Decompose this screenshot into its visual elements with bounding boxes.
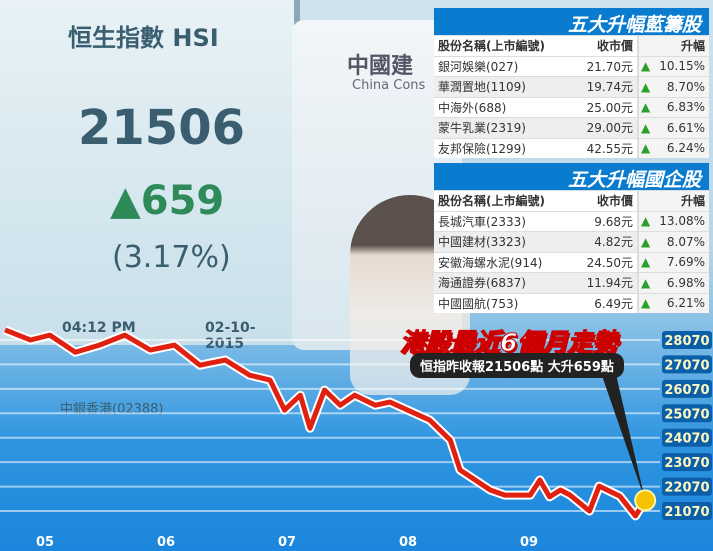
y-tick-label: 26070 (664, 383, 709, 398)
table-row: 友邦保險(1299) 42.55元 ▲ 6.24% (434, 137, 709, 158)
up-triangle-icon: ▲ (641, 296, 651, 311)
y-tick-bg (662, 453, 712, 472)
x-tick-label: 09 (520, 535, 538, 550)
gain-pct: 6.61% (666, 120, 705, 135)
y-tick-label: 28070 (664, 334, 709, 349)
y-tick-label: 27070 (664, 358, 709, 373)
y-tick-label: 24070 (664, 432, 709, 447)
up-triangle-icon: ▲ (641, 214, 651, 229)
bluechip-table: 五大升幅藍籌股 股份名稱(上市編號) 收市價 升幅 銀河娛樂(027) 21.70元… (434, 8, 709, 158)
hshares-table: 五大升幅國企股 股份名稱(上市編號) 收市價 升幅 長城汽車(2333) 9.68元… (434, 163, 709, 313)
close-price: 29.00元 (586, 121, 633, 136)
table-row: 華潤置地(1109) 19.74元 ▲ 8.70% (434, 76, 709, 97)
table-row: 安徽海螺水泥(914) 24.50元 ▲ 7.69% (434, 251, 709, 272)
close-price: 42.55元 (586, 141, 633, 156)
stock-name: 中國國航(753) (438, 296, 519, 311)
stock-name: 安徽海螺水泥(914) (438, 255, 543, 270)
photo-bank-en: China Cons (352, 78, 426, 93)
up-triangle-icon: ▲ (641, 141, 651, 156)
up-triangle-icon: ▲ (641, 120, 651, 135)
latest-point-marker (634, 489, 657, 512)
stock-name: 海通證券(6837) (438, 276, 526, 291)
y-tick-label: 23070 (664, 456, 709, 471)
close-price: 24.50元 (586, 255, 633, 270)
photo-change: ▲659 (110, 178, 225, 224)
up-triangle-icon: ▲ (641, 275, 651, 290)
stock-name: 銀河娛樂(027) (438, 59, 519, 74)
close-price: 4.82元 (594, 235, 633, 250)
bluechip-title: 五大升幅藍籌股 (434, 8, 709, 36)
gain-pct: 7.69% (666, 255, 705, 270)
column-header: 收市價 (596, 39, 633, 54)
callout-pointer (600, 370, 646, 501)
photo-bank: 中國建 (347, 54, 414, 79)
stock-name: 華潤置地(1109) (438, 80, 526, 95)
up-triangle-icon: ▲ (641, 234, 651, 249)
y-tick-bg (662, 477, 712, 496)
close-price: 11.94元 (586, 276, 633, 291)
photo-index-value: 21506 (78, 100, 245, 156)
table-row: 海通證券(6837) 11.94元 ▲ 6.98% (434, 272, 709, 293)
close-price: 25.00元 (586, 100, 633, 115)
close-price: 6.49元 (594, 296, 633, 311)
photo-time: 04:12 PM (62, 320, 136, 336)
table-row: 銀河娛樂(027) 21.70元 ▲ 10.15% (434, 55, 709, 76)
y-tick-label: 21070 (664, 505, 709, 520)
x-tick-label: 06 (157, 535, 175, 550)
stock-name: 蒙牛乳業(2319) (438, 121, 526, 136)
table-row: 中國國航(753) 6.49元 ▲ 6.21% (434, 292, 709, 313)
y-tick-bg (662, 428, 712, 447)
close-price: 19.74元 (586, 80, 633, 95)
up-triangle-icon: ▲ (641, 255, 651, 270)
table-row: 蒙牛乳業(2319) 29.00元 ▲ 6.61% (434, 117, 709, 138)
chart-subtitle: 恒指昨收報21506點 大升659點 (410, 353, 624, 378)
table-row: 長城汽車(2333) 9.68元 ▲ 13.08% (434, 210, 709, 231)
y-tick-bg (662, 404, 712, 423)
y-tick-bg (662, 379, 712, 398)
gain-pct: 6.24% (666, 141, 705, 156)
column-header: 股份名稱(上市編號) (438, 194, 545, 209)
hshares-title: 五大升幅國企股 (434, 163, 709, 191)
y-tick-bg (662, 331, 712, 349)
table-row: 中海外(688) 25.00元 ▲ 6.83% (434, 96, 709, 117)
up-triangle-icon: ▲ (641, 59, 651, 74)
x-tick-label: 08 (399, 535, 417, 550)
stock-name: 中國建材(3323) (438, 235, 526, 250)
table-header: 股份名稱(上市編號) 收市價 升幅 (434, 35, 709, 56)
y-tick-bg (662, 355, 712, 374)
photo-index-name: 恒生指數 HSI (68, 24, 219, 52)
hsi-display-screen: 恒生指數 HSI 21506 ▲659 (3.17%) 04:12 PM 02-… (0, 0, 300, 417)
gain-pct: 8.07% (666, 234, 705, 249)
column-header: 升幅 (637, 36, 709, 56)
stock-name: 長城汽車(2333) (438, 214, 526, 229)
column-header: 升幅 (637, 191, 709, 211)
stock-name: 中海外(688) (438, 100, 507, 115)
up-triangle-icon: ▲ (641, 79, 651, 94)
gain-pct: 6.98% (666, 275, 705, 290)
column-header: 股份名稱(上市編號) (438, 39, 545, 54)
y-tick-label: 22070 (664, 481, 709, 496)
photo-change-pct: (3.17%) (112, 240, 231, 275)
close-price: 9.68元 (594, 214, 633, 229)
up-triangle-icon: ▲ (641, 100, 651, 115)
chart-title: 港股最近6個月走勢 (399, 328, 618, 358)
close-price: 21.70元 (586, 59, 633, 74)
table-row: 中國建材(3323) 4.82元 ▲ 8.07% (434, 231, 709, 252)
gain-pct: 10.15% (659, 59, 705, 74)
gain-pct: 6.21% (666, 296, 705, 311)
y-tick-label: 25070 (664, 407, 709, 422)
column-header: 收市價 (596, 194, 633, 209)
table-header: 股份名稱(上市編號) 收市價 升幅 (434, 190, 709, 211)
x-tick-label: 05 (36, 535, 54, 550)
y-tick-bg (662, 502, 712, 521)
x-tick-label: 07 (278, 535, 296, 550)
gain-pct: 13.08% (659, 214, 705, 229)
gain-pct: 8.70% (666, 79, 705, 94)
stock-name: 友邦保險(1299) (438, 141, 526, 156)
gain-pct: 6.83% (666, 100, 705, 115)
